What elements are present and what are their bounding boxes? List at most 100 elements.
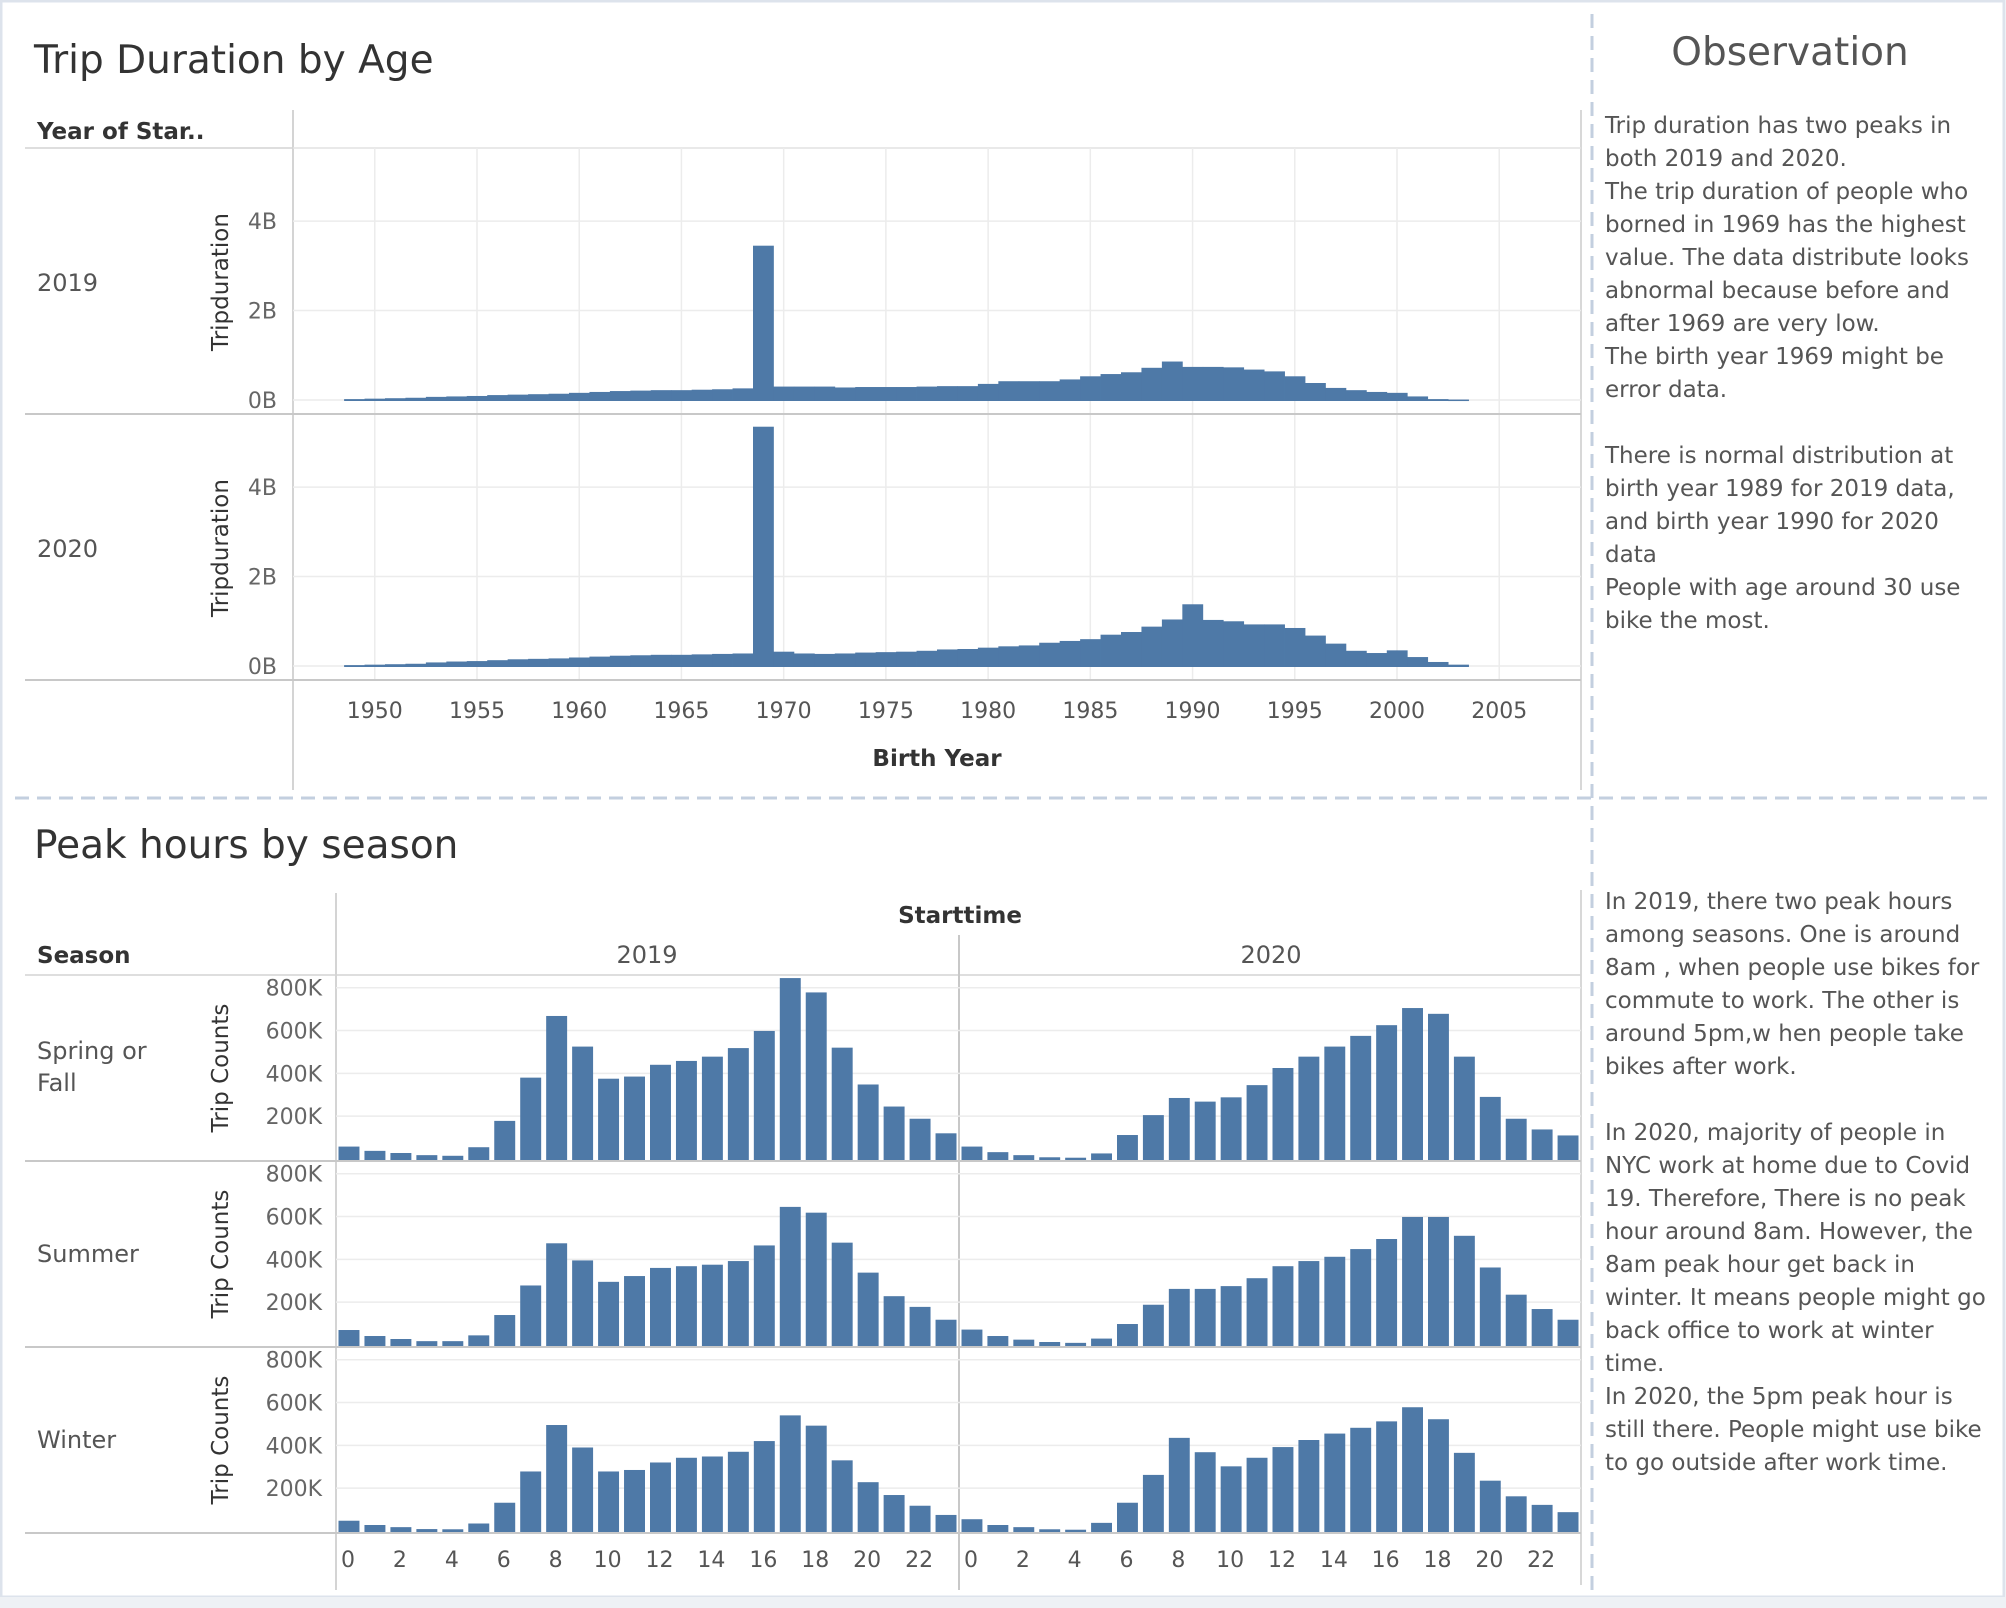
bottom-x-tick-label: 8: [1171, 1548, 1185, 1573]
peak-hours-chart: Starttime 2019 2020 Season Spring or Fall…: [25, 893, 1581, 1590]
top-x-tick-label: 1995: [1267, 699, 1323, 724]
top-bar: [691, 654, 713, 667]
bottom-bar: [1272, 1266, 1294, 1346]
top-bar: [1243, 369, 1265, 401]
bottom-bar: [468, 1147, 490, 1160]
top-bar: [1080, 376, 1101, 401]
top-bar: [446, 661, 468, 667]
bottom-bar: [416, 1155, 438, 1160]
bottom-bar: [364, 1150, 386, 1160]
bottom-y-tick-label: 200K: [266, 1291, 323, 1316]
top-bar: [1325, 387, 1347, 401]
bottom-bar: [520, 1077, 542, 1160]
top-bar: [466, 395, 488, 401]
bottom-x-tick-label: 20: [853, 1548, 881, 1573]
top-x-tick-label: 1975: [858, 699, 914, 724]
bottom-bar: [1324, 1433, 1346, 1532]
top-x-tick-label: 1985: [1062, 699, 1118, 724]
top-y-tick-label: 4B: [248, 476, 277, 501]
bottom-bar: [701, 1056, 723, 1160]
top-bar: [834, 653, 856, 667]
top-bar: [548, 393, 570, 401]
top-y-axis-title-2020: Tripduration: [208, 479, 234, 618]
observation-text-bottom: In 2019, there two peak hours among seas…: [1605, 886, 1995, 1480]
top-bar: [977, 383, 999, 401]
bottom-bar: [572, 1447, 594, 1532]
bottom-bar: [857, 1482, 879, 1532]
bottom-y-tick-label: 600K: [266, 1206, 323, 1231]
bottom-bar: [1220, 1286, 1242, 1346]
bottom-bar: [1091, 1338, 1112, 1346]
bottom-bar: [1013, 1155, 1035, 1160]
top-y-tick-label: 2B: [248, 300, 277, 325]
bottom-bar: [1376, 1421, 1398, 1532]
observation-paragraph: The birth year 1969 might be error data.: [1605, 344, 1944, 403]
bottom-bar: [727, 1261, 749, 1346]
top-bar: [385, 398, 406, 401]
bottom-bar: [1298, 1056, 1320, 1160]
bottom-bar: [1557, 1512, 1579, 1532]
top-bar: [998, 381, 1020, 401]
top-bar: [1039, 381, 1061, 401]
bottom-bar: [546, 1425, 568, 1532]
bottom-x-tick-label: 0: [964, 1548, 978, 1573]
bottom-x-tick-label: 18: [801, 1548, 829, 1573]
bottom-bar: [1402, 1008, 1423, 1160]
top-bar: [1345, 650, 1367, 667]
top-x-tick-label: 1980: [960, 699, 1016, 724]
bottom-bar: [364, 1525, 386, 1532]
top-bar: [1100, 374, 1122, 401]
top-bar: [875, 387, 897, 401]
top-bar: [425, 396, 447, 401]
top-bar: [957, 649, 979, 667]
bottom-bar: [1142, 1115, 1164, 1160]
observation-paragraph: In 2019, there two peak hours among seas…: [1605, 889, 1980, 1080]
top-bar: [814, 386, 836, 401]
top-bar: [1182, 366, 1204, 401]
bottom-bar: [753, 1030, 775, 1160]
bottom-bar: [961, 1329, 983, 1346]
bottom-bar: [675, 1060, 697, 1160]
top-bar: [1018, 381, 1040, 401]
top-bar: [1284, 376, 1306, 401]
bottom-bar: [624, 1469, 645, 1532]
top-bar: [507, 659, 529, 667]
bottom-bar: [1065, 1157, 1087, 1160]
bottom-x-tick-label: 2: [1016, 1548, 1030, 1573]
bottom-bar: [1531, 1129, 1553, 1160]
top-bar: [998, 646, 1020, 667]
top-bar: [1366, 391, 1388, 401]
top-x-tick-label: 1990: [1165, 699, 1221, 724]
bottom-y-tick-label: 400K: [266, 1062, 323, 1087]
bottom-x-tick-label: 16: [749, 1548, 777, 1573]
bottom-bar: [805, 992, 827, 1160]
top-row-label-2020: 2020: [37, 535, 98, 563]
bottom-bar: [1428, 1216, 1449, 1346]
top-bar: [344, 399, 365, 401]
bottom-x-tick-label: 14: [697, 1548, 725, 1573]
bottom-bar: [1091, 1153, 1112, 1160]
bottom-bar: [338, 1330, 360, 1346]
top-bar: [1080, 639, 1101, 667]
bottom-bar: [1117, 1135, 1138, 1160]
top-bar: [630, 655, 652, 667]
top-y-tick-label: 4B: [248, 210, 277, 235]
bottom-bar: [1168, 1437, 1190, 1532]
bottom-bars: [338, 978, 1579, 1532]
bottom-y-tick-label: 800K: [266, 1163, 323, 1188]
top-bar: [1427, 661, 1449, 667]
top-bar: [1223, 367, 1245, 401]
bottom-bar: [935, 1319, 957, 1346]
top-x-tick-label: 1955: [449, 699, 505, 724]
top-bar: [1386, 392, 1408, 401]
top-bar: [1386, 650, 1408, 667]
bottom-bar: [935, 1133, 957, 1160]
observation-text-top: Trip duration has two peaks in both 2019…: [1605, 110, 1995, 638]
bottom-bar: [650, 1064, 671, 1160]
bottom-bar: [598, 1471, 620, 1532]
top-bar: [609, 391, 631, 401]
bottom-x-tick-labels: 0 2 4 6 8 10 12 14 16 18 20 22 0 2 4 6 8 10 12 14 16 18 20 22: [341, 1548, 1555, 1573]
top-bar: [753, 426, 774, 667]
bottom-bar: [1350, 1249, 1372, 1346]
top-bar: [446, 396, 468, 401]
